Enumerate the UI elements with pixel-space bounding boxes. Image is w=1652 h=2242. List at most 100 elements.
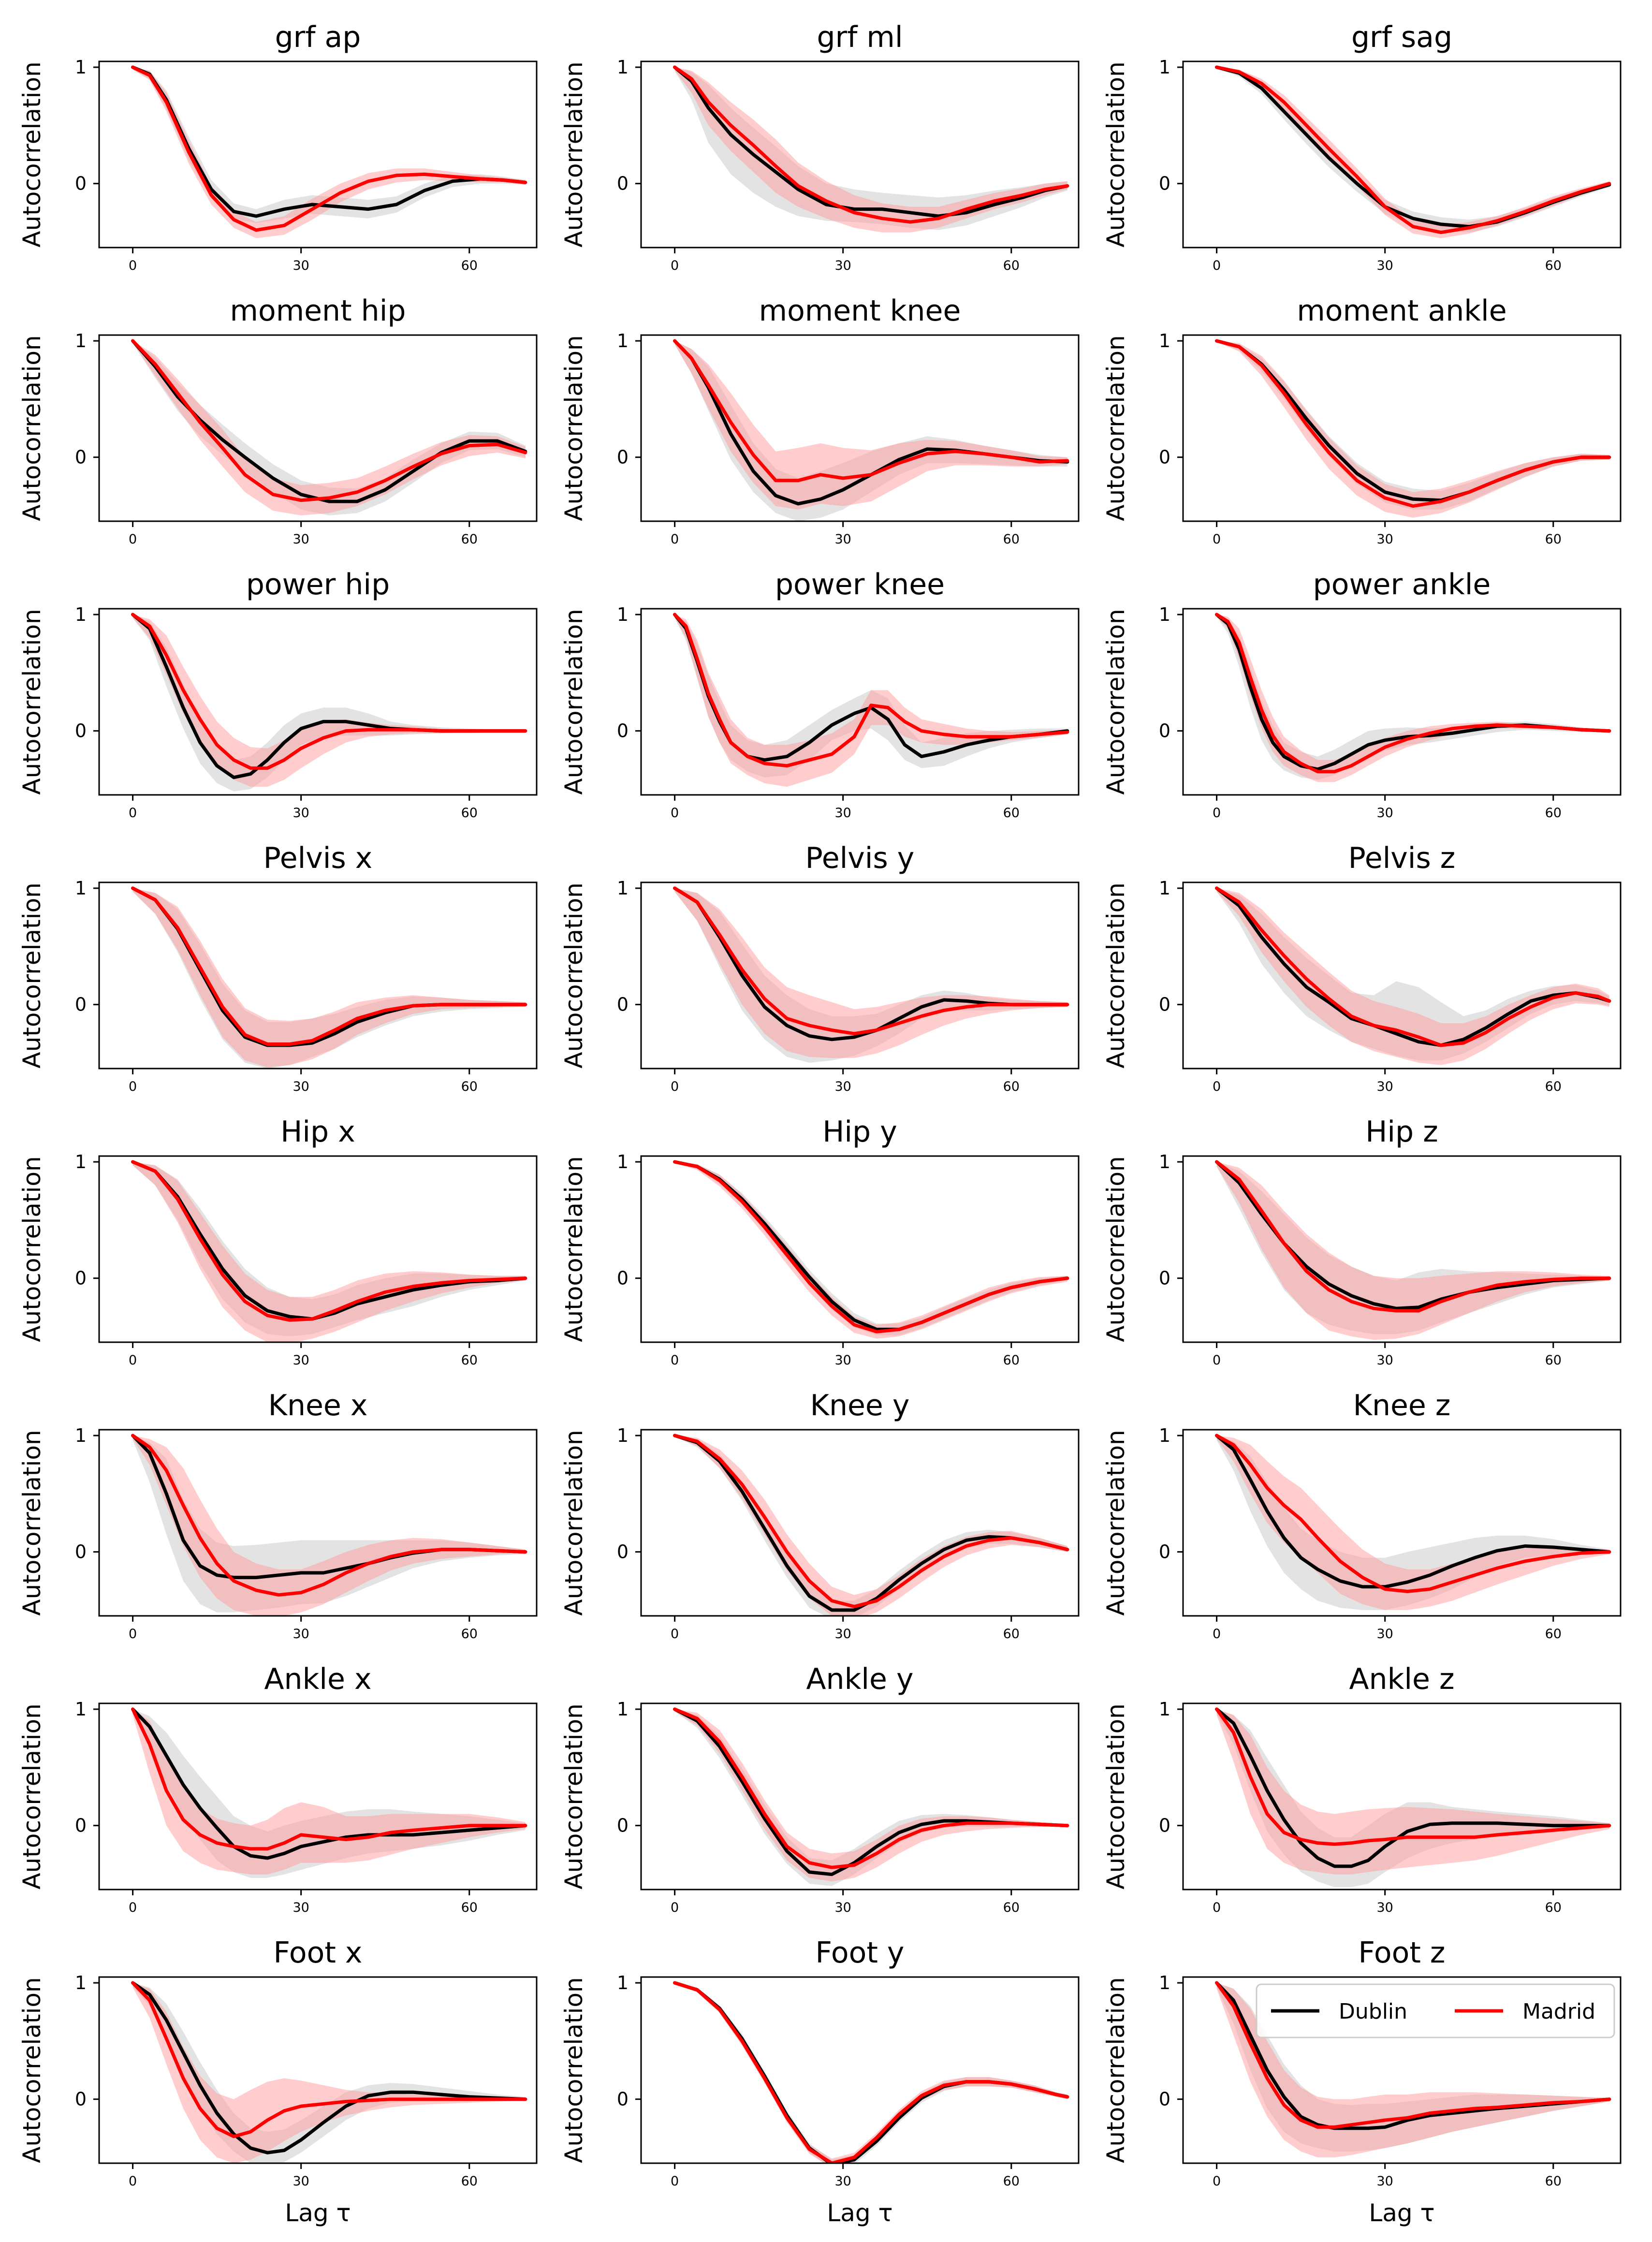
axes-frame — [1182, 881, 1622, 1070]
plot-area — [673, 1981, 1069, 2163]
axes-frame — [1182, 1702, 1622, 1890]
panel-title: Hip x — [280, 1115, 355, 1149]
dublin-band — [132, 67, 526, 223]
x-tick-label: 0 — [671, 1353, 679, 1368]
legend-box — [1256, 1983, 1615, 2038]
x-tick-label: 60 — [1003, 1900, 1020, 1915]
y-tick-label: 0 — [1159, 1815, 1170, 1836]
x-tick-label: 0 — [1213, 1900, 1221, 1915]
plot-area — [131, 1160, 527, 1342]
y-tick-label: 0 — [617, 720, 629, 742]
madrid-band — [132, 1162, 526, 1342]
y-tick-label: 0 — [1159, 173, 1170, 194]
x-tick-label: 60 — [1545, 532, 1562, 547]
dublin-line — [131, 1707, 527, 1860]
plot-area — [131, 65, 527, 238]
y-tick-label: 1 — [617, 604, 629, 625]
madrid-line — [1215, 1434, 1611, 1593]
x-tick-label: 30 — [835, 806, 851, 821]
y-axis-label: Autocorrelation — [1102, 335, 1130, 521]
panel-title: Ankle x — [264, 1662, 372, 1696]
dublin-band — [674, 1983, 1067, 2163]
madrid-band — [674, 1162, 1067, 1339]
y-tick-label: 1 — [1159, 1972, 1170, 1993]
axes-frame — [98, 881, 538, 1070]
panel: Foot x 0 30 60 0 1 Autocorrelation Lag τ — [18, 1936, 538, 2227]
panel: Pelvis x 0 30 60 0 1 Autocorrelation — [18, 841, 538, 1094]
madrid-line — [673, 339, 1069, 483]
madrid-line — [131, 339, 527, 502]
madrid-band — [1216, 1983, 1609, 2157]
y-tick-label: 1 — [1159, 1151, 1170, 1172]
x-axis-label: Lag τ — [827, 2199, 892, 2227]
y-tick-label: 1 — [617, 878, 629, 899]
y-tick-label: 0 — [75, 1541, 87, 1563]
madrid-line — [673, 1160, 1069, 1333]
y-axis-label: Autocorrelation — [18, 1430, 46, 1615]
axes-frame — [1182, 1155, 1622, 1343]
madrid-line — [131, 1981, 527, 2139]
madrid-line — [1215, 1707, 1611, 1846]
madrid-band — [1216, 1162, 1609, 1340]
axes-frame — [640, 1702, 1080, 1890]
panel: Ankle x 0 30 60 0 1 Autocorrelation — [18, 1662, 538, 1915]
panel-title: grf sag — [1351, 20, 1452, 54]
axes-frame — [98, 1976, 538, 2164]
plot-area — [673, 339, 1069, 521]
y-tick-label: 1 — [75, 1972, 87, 1993]
x-tick-label: 0 — [671, 806, 679, 821]
plot-area — [1215, 65, 1611, 238]
x-tick-label: 0 — [129, 258, 137, 273]
plot-area — [1215, 1160, 1611, 1340]
x-tick-label: 60 — [1545, 1900, 1562, 1915]
axes-frame — [640, 881, 1080, 1070]
plot-area — [1215, 1981, 1611, 2157]
y-tick-label: 1 — [617, 1972, 629, 1993]
x-tick-label: 60 — [461, 532, 478, 547]
panel-title: Ankle z — [1349, 1662, 1455, 1696]
panel: power ankle 0 30 60 0 1 Autocorrelation — [1102, 568, 1622, 821]
y-axis-label: Autocorrelation — [1102, 1156, 1130, 1342]
x-tick-label: 60 — [461, 1079, 478, 1094]
x-tick-label: 0 — [129, 806, 137, 821]
panel-title: Pelvis x — [263, 841, 373, 875]
plot-area — [131, 339, 527, 515]
legend: Dublin Madrid — [1256, 1983, 1615, 2038]
y-tick-label: 0 — [75, 994, 87, 1015]
y-tick-label: 0 — [1159, 2089, 1170, 2110]
x-tick-label: 0 — [129, 1079, 137, 1094]
y-axis-label: Autocorrelation — [18, 335, 46, 521]
x-tick-label: 60 — [1003, 532, 1020, 547]
dublin-line — [1215, 886, 1611, 1047]
x-tick-label: 60 — [1545, 258, 1562, 273]
axes-frame — [640, 334, 1080, 522]
x-tick-label: 0 — [671, 1627, 679, 1641]
x-tick-label: 30 — [293, 258, 309, 273]
plot-area — [673, 65, 1069, 233]
dublin-band — [674, 1709, 1067, 1886]
madrid-line — [131, 1160, 527, 1322]
y-axis-label: Autocorrelation — [18, 1156, 46, 1342]
madrid-line — [131, 65, 527, 232]
panel-title: Hip z — [1365, 1115, 1438, 1149]
x-tick-label: 30 — [835, 532, 851, 547]
madrid-line — [1215, 613, 1611, 774]
madrid-line — [131, 1434, 527, 1597]
y-tick-label: 0 — [75, 1268, 87, 1289]
axes-frame — [1182, 1976, 1622, 2164]
x-tick-label: 0 — [671, 1900, 679, 1915]
axes-frame — [640, 1155, 1080, 1343]
x-tick-label: 60 — [1003, 2174, 1020, 2189]
panel: Knee y 0 30 60 0 1 Autocorrelation — [560, 1389, 1080, 1641]
legend-label: Dublin — [1339, 1999, 1407, 2024]
x-tick-label: 30 — [293, 1353, 309, 1368]
y-axis-label: Autocorrelation — [18, 1703, 46, 1889]
y-tick-label: 0 — [1159, 994, 1170, 1015]
panel-title: moment hip — [230, 294, 406, 328]
x-tick-label: 0 — [129, 2174, 137, 2189]
x-tick-label: 60 — [1003, 1353, 1020, 1368]
panel: Hip y 0 30 60 0 1 Autocorrelation — [560, 1115, 1080, 1368]
axes-frame — [98, 60, 538, 249]
x-tick-label: 60 — [1545, 806, 1562, 821]
